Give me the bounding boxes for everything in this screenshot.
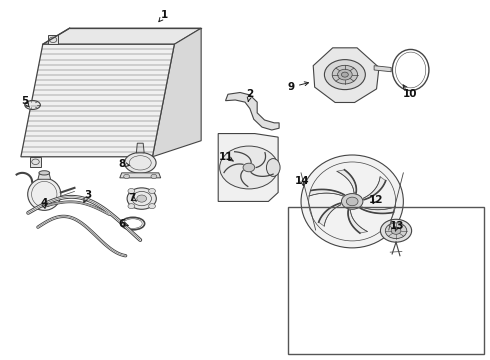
Polygon shape: [364, 177, 386, 200]
Polygon shape: [30, 157, 41, 167]
Bar: [288, 207, 484, 354]
Circle shape: [148, 204, 155, 209]
Polygon shape: [152, 28, 201, 157]
Polygon shape: [360, 207, 395, 213]
Circle shape: [380, 219, 412, 242]
Polygon shape: [313, 48, 379, 103]
Circle shape: [338, 69, 352, 80]
Circle shape: [342, 72, 348, 77]
Polygon shape: [318, 203, 341, 226]
Polygon shape: [38, 174, 50, 179]
Polygon shape: [348, 210, 368, 233]
Text: 4: 4: [40, 198, 48, 208]
Text: 6: 6: [119, 219, 126, 229]
Ellipse shape: [267, 158, 280, 176]
Circle shape: [346, 197, 358, 206]
Circle shape: [243, 163, 255, 172]
Circle shape: [128, 204, 135, 209]
Polygon shape: [21, 44, 174, 157]
Ellipse shape: [25, 100, 40, 109]
Circle shape: [148, 189, 155, 193]
Circle shape: [220, 146, 278, 189]
Text: 9: 9: [288, 82, 295, 92]
Circle shape: [342, 194, 363, 209]
Circle shape: [123, 174, 129, 179]
Text: 3: 3: [84, 190, 92, 200]
Ellipse shape: [124, 153, 156, 173]
Text: 1: 1: [161, 10, 168, 20]
Text: 13: 13: [390, 221, 404, 231]
Polygon shape: [337, 170, 356, 193]
Polygon shape: [48, 35, 58, 44]
Circle shape: [391, 227, 401, 234]
Circle shape: [137, 195, 147, 202]
Text: 5: 5: [21, 96, 28, 107]
Polygon shape: [309, 189, 344, 196]
Text: 8: 8: [119, 159, 126, 169]
Circle shape: [324, 60, 366, 90]
Polygon shape: [43, 28, 201, 44]
Text: 2: 2: [246, 89, 253, 99]
Circle shape: [151, 174, 157, 179]
Text: 7: 7: [128, 193, 136, 203]
Polygon shape: [218, 134, 278, 202]
Text: 11: 11: [219, 152, 234, 162]
Ellipse shape: [28, 178, 61, 210]
Polygon shape: [132, 157, 143, 167]
Text: 10: 10: [402, 89, 417, 99]
Text: 12: 12: [368, 195, 383, 204]
Polygon shape: [225, 93, 279, 130]
Circle shape: [127, 188, 156, 209]
Text: 14: 14: [295, 176, 310, 186]
Polygon shape: [374, 66, 391, 72]
Polygon shape: [120, 173, 161, 178]
Polygon shape: [136, 143, 144, 153]
Circle shape: [385, 223, 407, 239]
Circle shape: [128, 189, 135, 193]
Ellipse shape: [39, 171, 49, 175]
Ellipse shape: [301, 155, 403, 248]
Circle shape: [332, 65, 358, 84]
